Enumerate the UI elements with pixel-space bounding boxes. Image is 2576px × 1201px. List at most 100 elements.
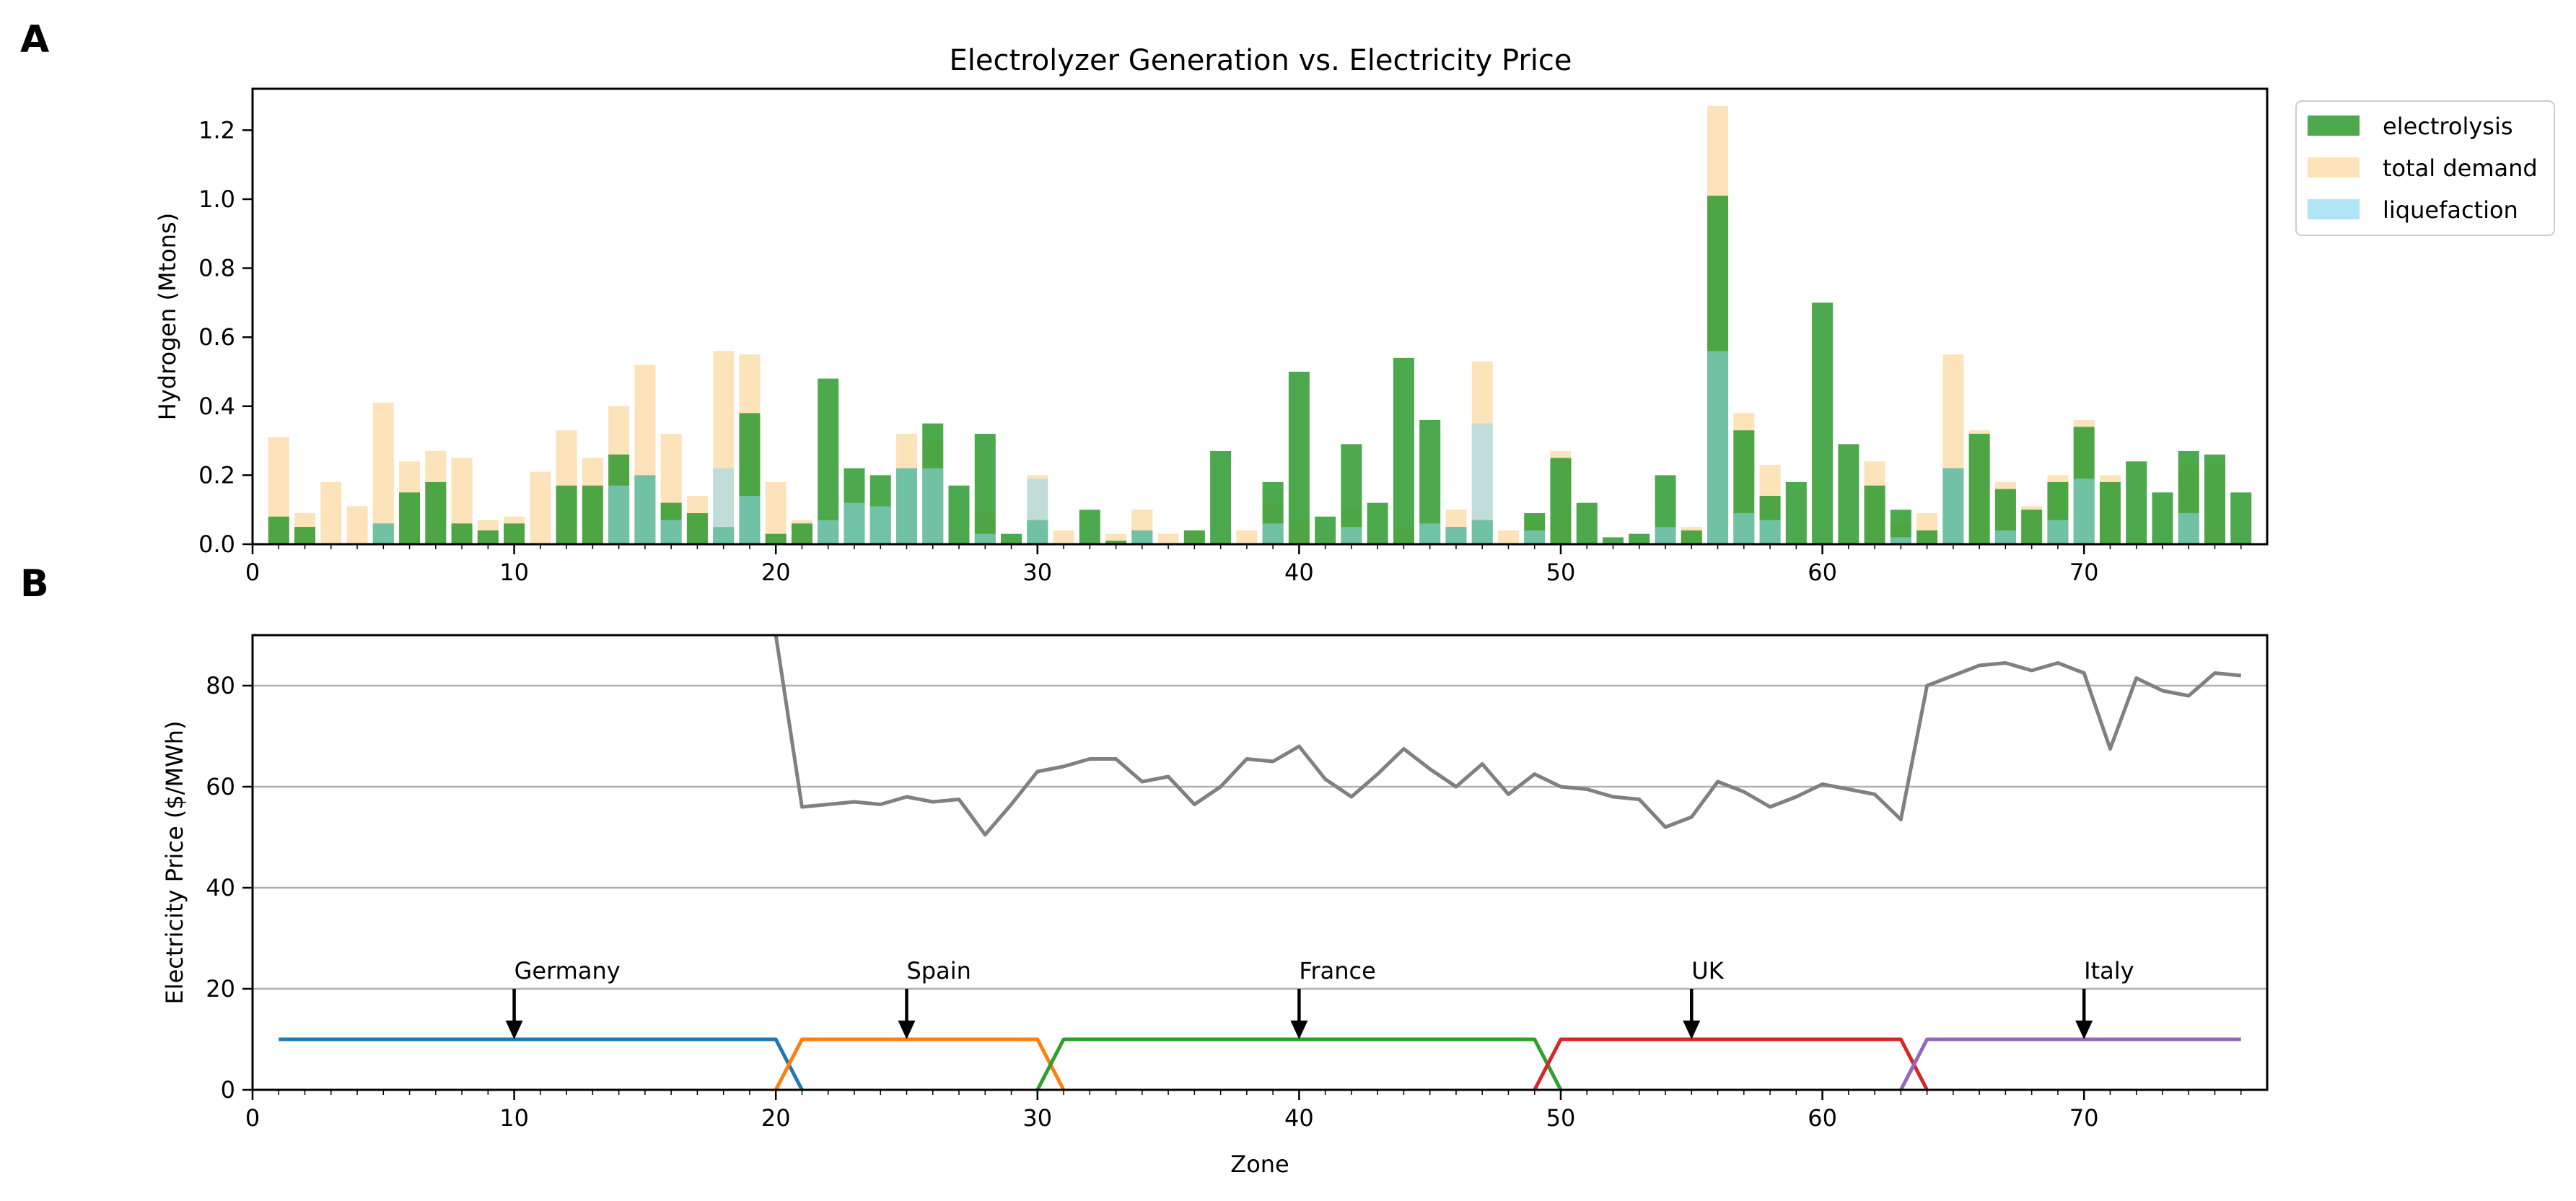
- bar-liquefaction: [1759, 520, 1781, 544]
- x-tick-label-bottom: 30: [1022, 1104, 1052, 1132]
- chart-title: Electrolyzer Generation vs. Electricity …: [949, 44, 1572, 77]
- bar-electrolysis: [818, 378, 839, 544]
- bar-liquefaction: [1655, 527, 1676, 544]
- x-tick-label-top: 10: [499, 559, 529, 586]
- electricity-price-chart: Germany Spain France UK Italy 0 10 20 30 40 50 60 70…: [161, 634, 2269, 1178]
- legend-swatch-electrolysis: [2308, 115, 2360, 136]
- bar-electrolysis: [1916, 530, 1938, 544]
- bar-electrolysis: [1393, 357, 1414, 544]
- legend-label-electrolysis: electrolysis: [2383, 113, 2513, 140]
- region-label: UK: [1691, 957, 1724, 984]
- bar-total-demand: [346, 506, 368, 544]
- panel-label-b: B: [20, 562, 49, 606]
- x-tick-label-top: 20: [761, 559, 791, 586]
- bar-total-demand: [1236, 530, 1258, 544]
- bar-electrolysis: [791, 523, 812, 544]
- bar-liquefaction: [1262, 523, 1284, 544]
- y-tick-label-top: 0.2: [198, 461, 235, 489]
- x-tick-label-top: 30: [1022, 559, 1052, 586]
- legend-swatch-liquefaction: [2308, 199, 2360, 219]
- bar-liquefaction: [739, 496, 761, 544]
- bar-total-demand: [1053, 530, 1074, 544]
- y-tick-label-bottom: 40: [206, 874, 235, 901]
- bar-electrolysis: [1288, 371, 1310, 544]
- region-arrow-head: [1290, 1021, 1308, 1039]
- bar-liquefaction: [713, 468, 735, 544]
- x-tick-label-top: 60: [1808, 559, 1837, 586]
- x-tick-label-bottom: 60: [1808, 1104, 1837, 1132]
- bar-electrolysis: [974, 434, 996, 544]
- bar-electrolysis: [2126, 461, 2147, 544]
- region-arrow-head: [1683, 1021, 1701, 1039]
- x-tick-label-top: 70: [2069, 559, 2099, 586]
- y-axis-label-bottom: Electricity Price ($/MWh): [161, 721, 188, 1005]
- y-tick-label-bottom: 60: [206, 773, 235, 800]
- bar-electrolysis: [1210, 450, 1232, 544]
- x-tick-label-bottom: 50: [1546, 1104, 1576, 1132]
- bar-electrolysis: [1968, 434, 1990, 544]
- x-tick-label-bottom: 0: [245, 1104, 260, 1132]
- bar-electrolysis: [1681, 530, 1702, 544]
- bar-electrolysis: [425, 481, 447, 544]
- plot-frame-bottom: [251, 634, 2269, 1091]
- bar-electrolysis: [451, 523, 473, 544]
- bar-liquefaction: [1341, 527, 1362, 544]
- bar-electrolysis: [1576, 502, 1598, 544]
- region-line-france: [1035, 1037, 1563, 1091]
- bar-electrolysis: [1785, 481, 1807, 544]
- region-arrow-head: [2075, 1021, 2093, 1039]
- bar-liquefaction: [922, 468, 944, 544]
- bar-liquefaction: [1994, 530, 2016, 544]
- bar-liquefaction: [660, 520, 682, 544]
- bar-total-demand: [1497, 530, 1519, 544]
- legend-frame: [2295, 100, 2555, 236]
- x-tick-label-top: 40: [1284, 559, 1314, 586]
- bar-liquefaction: [1027, 479, 1048, 544]
- x-tick-label-bottom: 40: [1284, 1104, 1314, 1132]
- bar-liquefaction: [1942, 468, 1964, 544]
- bar-electrolysis: [1315, 516, 1336, 544]
- region-line-italy: [1899, 1037, 2241, 1091]
- bar-liquefaction: [1471, 423, 1493, 544]
- bar-liquefaction: [1524, 530, 1546, 544]
- x-axis-label: Zone: [1230, 1150, 1289, 1178]
- region-arrow-head: [898, 1021, 916, 1039]
- bar-liquefaction: [1890, 537, 1911, 544]
- bar-liquefaction: [844, 502, 865, 544]
- x-tick-label-bottom: 70: [2069, 1104, 2099, 1132]
- bar-electrolysis: [504, 523, 525, 544]
- bar-electrolysis: [1629, 533, 1650, 544]
- bar-electrolysis: [1001, 533, 1022, 544]
- bar-electrolysis: [294, 527, 316, 544]
- y-tick-label-top: 0.0: [198, 530, 235, 558]
- price-line: [774, 635, 2241, 837]
- bar-total-demand: [530, 471, 551, 544]
- bar-liquefaction: [818, 520, 839, 544]
- hydrogen-bar-chart: 0 10 20 30 40 50 60 70 0.0 0.2 0.4 0.6 0.8 1.0 1.2 Hydr…: [154, 87, 2269, 586]
- region-arrow-head: [505, 1021, 523, 1039]
- bar-electrolysis: [1079, 510, 1100, 544]
- bar-electrolysis: [477, 530, 499, 544]
- legend: electrolysis total demand liquefaction: [2295, 100, 2555, 236]
- bar-electrolysis: [2230, 492, 2252, 544]
- bar-liquefaction: [372, 523, 394, 544]
- x-tick-label-top: 50: [1546, 559, 1576, 586]
- x-tick-label-bottom: 20: [761, 1104, 791, 1132]
- bar-liquefaction: [2047, 520, 2069, 544]
- bar-liquefaction: [1733, 512, 1755, 544]
- region-label: Germany: [514, 957, 621, 984]
- plot-frame-top: [251, 87, 2269, 546]
- bar-electrolysis: [1603, 537, 1624, 544]
- bar-electrolysis: [1367, 502, 1388, 544]
- panel-label-a: A: [20, 18, 49, 61]
- bar-electrolysis: [948, 485, 970, 544]
- bar-total-demand: [765, 481, 787, 544]
- bar-liquefaction: [634, 475, 656, 544]
- bar-electrolysis: [2152, 492, 2173, 544]
- bar-liquefaction: [608, 485, 630, 544]
- bar-electrolysis: [1550, 458, 1572, 544]
- region-line-germany: [279, 1037, 804, 1091]
- bar-electrolysis: [1812, 302, 1834, 544]
- bar-electrolysis: [1105, 541, 1127, 544]
